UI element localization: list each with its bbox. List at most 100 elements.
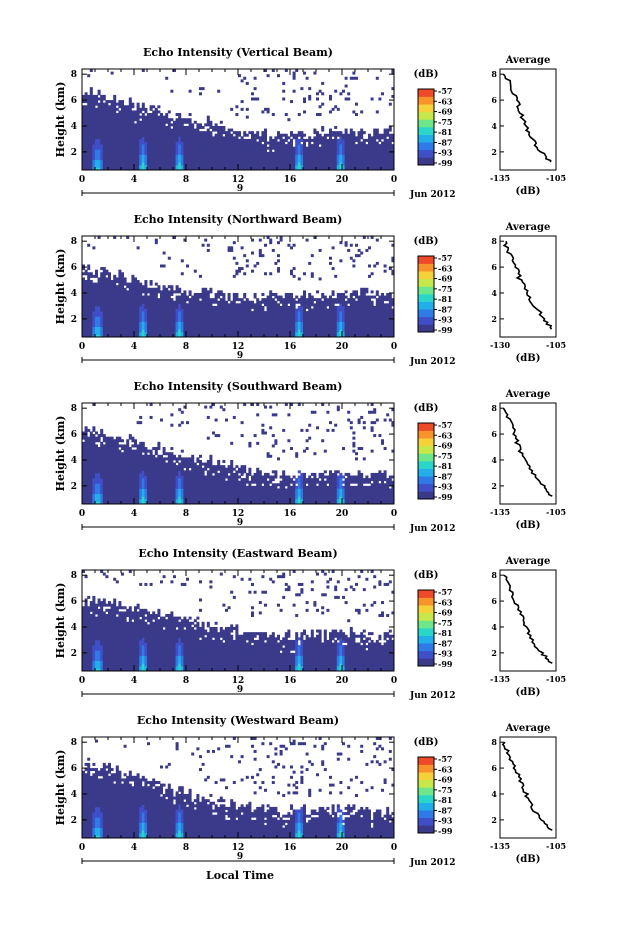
heatmap-cell [269, 290, 273, 294]
heatmap-cell [123, 105, 127, 109]
heatmap-cell [235, 321, 239, 325]
heatmap-cell [87, 441, 91, 445]
heatmap-cell [391, 69, 395, 72]
heatmap-cell [310, 151, 314, 155]
heatmap-cell [134, 151, 137, 155]
heatmap-cell [362, 321, 366, 325]
heatmap-cell [318, 151, 322, 155]
heatmap-cell [323, 300, 327, 304]
heatmap-cell [349, 141, 353, 145]
heatmap-cell [154, 151, 158, 155]
heatmap-cell [82, 138, 85, 142]
heatmap-cell [251, 159, 254, 163]
heatmap-cell [235, 136, 239, 140]
heatmap-cell [102, 272, 106, 276]
heatmap-cell [323, 159, 327, 163]
heatmap-cell [238, 138, 241, 142]
heatmap-cell [240, 149, 244, 153]
heatmap-cell [165, 162, 169, 166]
heatmap-cell [170, 298, 174, 302]
heatmap-cell [227, 164, 231, 168]
heatmap-cell [355, 151, 358, 155]
heatmap-cell [191, 154, 195, 158]
heatmap-cell [349, 331, 353, 335]
heatmap-cell [144, 141, 148, 145]
heatmap-cell [243, 133, 247, 137]
heatmap-cell [310, 295, 314, 299]
heatmap-cell [240, 316, 244, 320]
heatmap-cell [258, 149, 262, 153]
heatmap-cell [264, 331, 267, 335]
heatmap-cell [316, 162, 319, 166]
heatmap-cell [261, 254, 265, 258]
heatmap-cell [209, 157, 213, 161]
heatmap-cell [290, 149, 293, 153]
heatmap-cell [258, 300, 262, 304]
heatmap-cell [175, 136, 179, 140]
heatmap-cell [183, 329, 187, 333]
heatmap-cell [139, 308, 143, 312]
heatmap-cell [227, 298, 231, 302]
heatmap-cell [141, 298, 145, 302]
heatmap-cell [362, 311, 366, 315]
heatmap-cell [326, 141, 330, 145]
heatmap-cell [115, 290, 119, 294]
heatmap-cell [344, 295, 348, 299]
heatmap-cell [305, 331, 309, 335]
heatmap-cell [323, 321, 327, 325]
heatmap-cell [316, 303, 319, 307]
heatmap-cell [97, 151, 101, 155]
heatmap-cell [383, 305, 387, 309]
heatmap-cell [167, 331, 171, 335]
heatmap-cell [123, 107, 127, 111]
heatmap-cell [219, 125, 223, 129]
heatmap-cell [144, 311, 148, 315]
heatmap-cell [375, 154, 379, 158]
heatmap-cell [232, 274, 236, 278]
heatmap-cell [253, 151, 257, 155]
heatmap-cell [82, 282, 85, 286]
heatmap-cell [230, 128, 234, 132]
heatmap-cell [365, 290, 369, 294]
heatmap-cell [115, 321, 119, 325]
heatmap-cell [134, 285, 137, 289]
heatmap-cell [180, 321, 184, 325]
heatmap-cell [87, 305, 91, 309]
heatmap-cell [134, 292, 137, 296]
heatmap-cell [331, 154, 335, 158]
heatmap-cell [84, 133, 88, 137]
heatmap-cell [95, 144, 98, 148]
heatmap-cell [240, 311, 244, 315]
heatmap-cell [230, 334, 234, 338]
heatmap-cell [274, 295, 278, 299]
heatmap-cell [139, 115, 143, 119]
heatmap-cell [274, 149, 278, 153]
heatmap-cell [141, 334, 145, 338]
heatmap-cell [344, 331, 348, 335]
heatmap-cell [388, 321, 392, 325]
heatmap-cell [245, 313, 249, 317]
heatmap-cell [357, 164, 361, 168]
heatmap-cell [183, 321, 187, 325]
heatmap-cell [147, 331, 150, 335]
heatmap-cell [105, 151, 109, 155]
heatmap-cell [225, 131, 228, 135]
heatmap-cell [355, 113, 358, 117]
heatmap-cell [157, 313, 161, 317]
heatmap-cell [204, 308, 208, 312]
heatmap-cell [128, 125, 132, 129]
heatmap-cell [209, 290, 213, 294]
heatmap-cell [357, 136, 361, 140]
heatmap-cell [329, 162, 332, 166]
heatmap-cell [316, 326, 319, 330]
heatmap-cell [360, 164, 364, 168]
heatmap-cell [173, 321, 176, 325]
heatmap-cell [136, 159, 140, 163]
heatmap-cell [209, 144, 213, 148]
heatmap-cell [92, 154, 96, 158]
heatmap-cell [118, 157, 122, 161]
heatmap-cell [225, 136, 228, 140]
heatmap-cell [253, 292, 257, 296]
heatmap-cell [87, 303, 91, 307]
heatmap-cell [232, 136, 236, 140]
